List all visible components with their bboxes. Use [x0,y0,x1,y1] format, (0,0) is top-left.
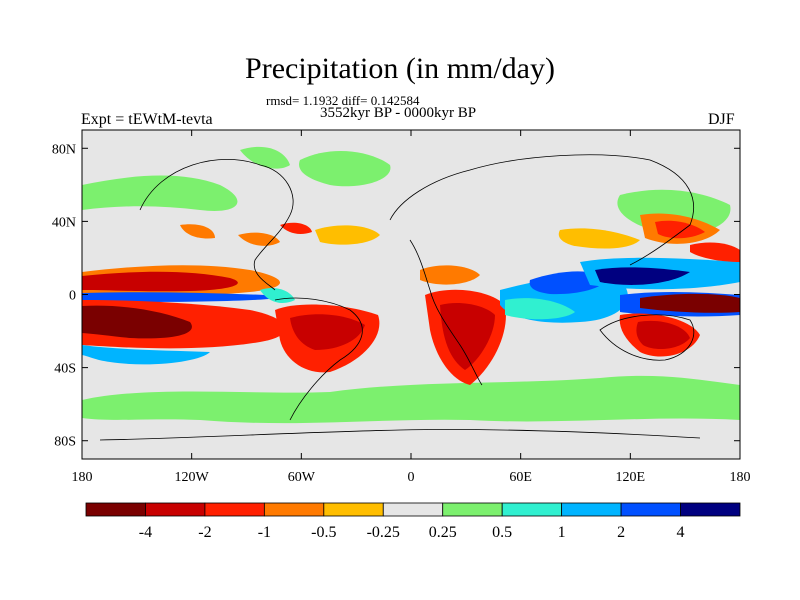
colorbar-label: -2 [198,524,211,541]
colorbar-label: 1 [558,524,566,541]
anomaly-region [290,314,365,350]
coastlines [99,154,701,441]
colorbar-label: -4 [139,524,152,541]
colorbar-label: -0.25 [367,524,400,541]
anomaly-region [82,271,238,292]
colorbar-box [620,502,681,517]
lon-tick-label: 120W [175,470,210,485]
anomaly-region [82,375,740,424]
stats-text: rmsd= 1.1932 diff= 0.142584 [266,93,420,108]
colorbar-box [263,502,325,517]
anomaly-region [505,298,575,320]
lon-tick-label: 60W [288,470,316,485]
lat-tick-label: 40S [54,362,76,377]
lat-tick-label: 40N [52,215,76,230]
anomaly-region [82,175,238,211]
colorbar-box [561,502,622,517]
experiment-label: Expt = tEWtM-tevta [81,111,213,128]
colorbar-box [323,502,384,517]
axis-ticks: 180 120W 60W 0 60E 120E 180 80N 40N 0 40S 80S [52,130,751,485]
lon-tick-label: 60E [509,470,532,485]
anomaly-region [82,305,192,339]
lat-tick-label: 80S [54,435,76,450]
lon-tick-label: 120E [616,470,646,485]
colorbar-label: 2 [617,524,625,541]
colorbar: -4 -2 -1 -0.5 -0.25 0.25 0.5 1 2 4 [85,502,741,541]
colorbar-box [85,502,146,517]
anomaly-region [558,228,640,249]
colorbar-label: 0.5 [492,524,512,541]
season-label: DJF [708,111,735,128]
anomaly-region [655,220,705,239]
lon-tick-label: 180 [72,470,93,485]
colorbar-box [680,502,741,517]
anomaly-region [299,150,391,187]
anomaly-region [82,345,210,365]
anomaly-region [636,320,690,350]
lat-tick-label: 0 [69,289,76,304]
anomaly-region [420,265,480,285]
anomaly-region [690,242,740,262]
colorbar-label: 0.25 [429,524,457,541]
colorbar-box [204,502,265,517]
lon-tick-label: 0 [408,470,415,485]
anomaly-region [640,293,740,313]
colorbar-box [145,502,206,517]
anomaly-region [595,267,690,285]
anomaly-region [82,292,290,302]
colorbar-box [382,502,444,517]
colorbar-box [501,502,563,517]
anomaly-region [180,224,215,239]
anomaly-field [82,146,740,424]
colorbar-label: -0.5 [311,524,336,541]
plot-title: Precipitation (in mm/day) [245,52,555,85]
colorbar-label: -1 [258,524,271,541]
anomaly-region [440,303,495,370]
anomaly-region [315,225,380,245]
colorbar-box [442,502,503,517]
colorbar-label: 4 [677,524,685,541]
anomaly-region [260,288,295,303]
anomaly-region [280,222,312,234]
lon-tick-label: 180 [730,470,751,485]
period-text: 3552kyr BP - 0000kyr BP [320,105,477,121]
anomaly-region [240,146,290,169]
lat-tick-label: 80N [52,142,76,157]
